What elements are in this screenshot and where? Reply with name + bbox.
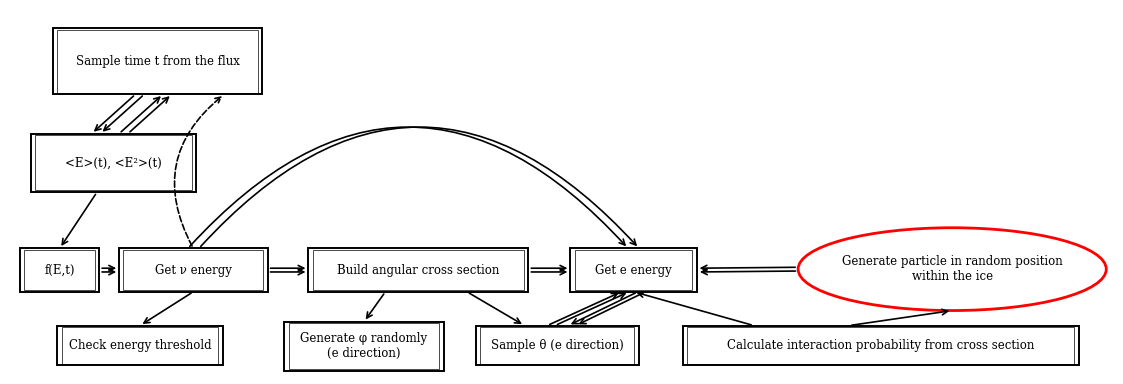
Bar (687, 327, 1075, 364)
Bar (683, 326, 1079, 365)
Bar (476, 326, 639, 365)
Text: Sample time t from the flux: Sample time t from the flux (75, 55, 239, 68)
Bar (25, 250, 94, 290)
Text: Sample θ (e direction): Sample θ (e direction) (491, 339, 623, 352)
Text: Check energy threshold: Check energy threshold (69, 339, 211, 352)
Bar (36, 135, 192, 190)
Text: <E>(t), <E²>(t): <E>(t), <E²>(t) (65, 156, 162, 169)
Ellipse shape (798, 228, 1106, 311)
Bar (309, 248, 529, 292)
Text: Generate φ randomly
(e direction): Generate φ randomly (e direction) (300, 332, 428, 360)
Bar (480, 327, 634, 364)
Bar (284, 322, 444, 371)
Text: Calculate interaction probability from cross section: Calculate interaction probability from c… (727, 339, 1034, 352)
Bar (57, 30, 258, 93)
Bar (570, 248, 697, 292)
Bar (124, 250, 263, 290)
Text: Build angular cross section: Build angular cross section (337, 263, 500, 276)
Bar (57, 326, 222, 365)
Bar (119, 248, 267, 292)
Text: Generate particle in random position
within the ice: Generate particle in random position wit… (842, 255, 1062, 283)
Bar (31, 134, 197, 192)
Bar (20, 248, 99, 292)
Text: f(E,t): f(E,t) (45, 263, 75, 276)
Bar (313, 250, 524, 290)
Text: Get e energy: Get e energy (595, 263, 672, 276)
Bar (575, 250, 693, 290)
Bar (53, 28, 262, 94)
Bar (62, 327, 218, 364)
Text: Get ν energy: Get ν energy (155, 263, 231, 276)
Bar (289, 323, 439, 369)
